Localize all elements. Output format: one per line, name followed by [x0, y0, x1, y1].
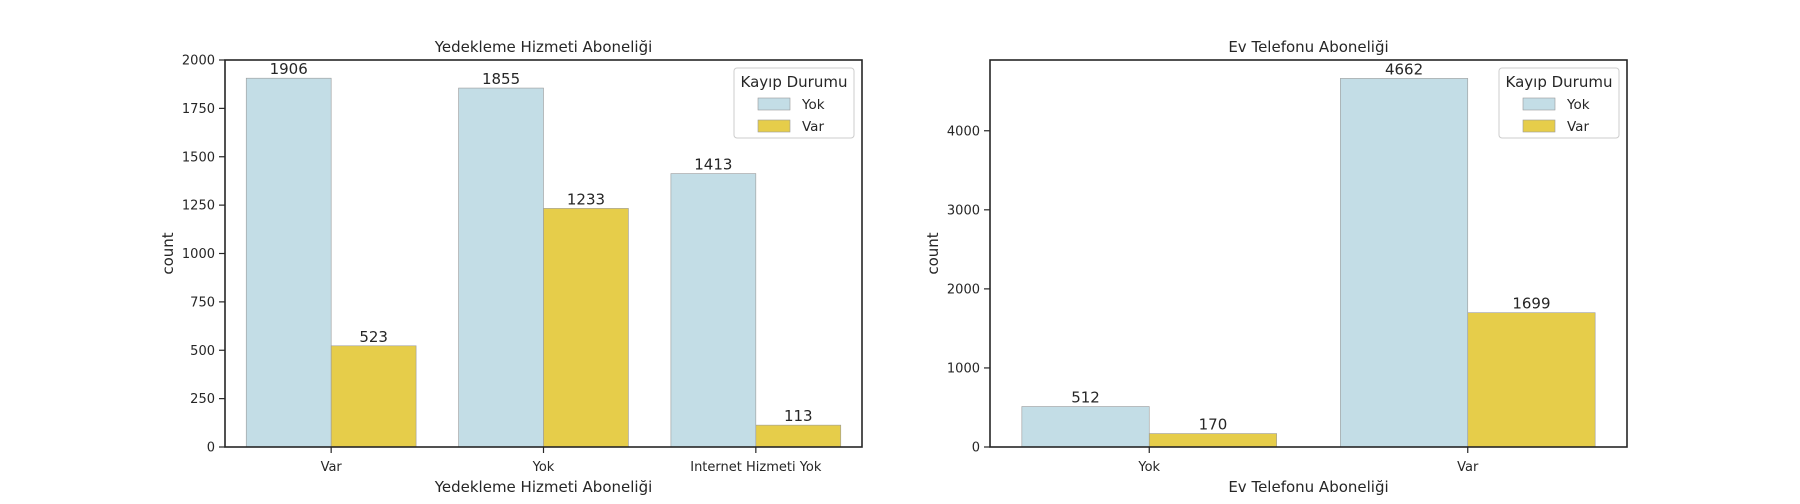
data-label: 170 — [1199, 416, 1228, 434]
y-tick-label: 1000 — [947, 361, 980, 376]
y-tick-label: 0 — [972, 441, 980, 456]
x-tick-label: Var — [321, 460, 343, 475]
legend: Kayıp Durumu Yok Var — [1498, 67, 1620, 139]
y-tick-label: 750 — [190, 295, 215, 310]
chart-title: Yedekleme Hizmeti Aboneliği — [434, 38, 653, 56]
y-tick-label: 3000 — [947, 203, 980, 218]
y-tick-label: 2000 — [182, 54, 215, 69]
bar-yok-1 — [458, 87, 544, 448]
x-tick-label: Yok — [1137, 460, 1160, 475]
y-axis-label: count — [924, 232, 942, 274]
y-axis-label: count — [159, 232, 177, 274]
y-tick-label: 250 — [190, 392, 215, 407]
legend: Kayıp Durumu Yok Var — [733, 67, 855, 139]
bar-var-1 — [1467, 312, 1596, 448]
data-label: 1855 — [482, 70, 520, 88]
data-label: 523 — [359, 328, 388, 346]
legend-title: Kayıp Durumu — [741, 73, 848, 91]
y-tick-label: 2000 — [947, 282, 980, 297]
data-label: 512 — [1071, 389, 1100, 407]
data-label: 1413 — [694, 156, 732, 174]
bar-yok-1 — [1340, 78, 1469, 448]
bar-var-0 — [330, 345, 417, 448]
bar-yok-0 — [245, 77, 332, 448]
legend-label: Yok — [1566, 97, 1590, 113]
y-tick-label: 1000 — [182, 247, 215, 262]
x-tick-label: Var — [1457, 460, 1479, 475]
x-tick-label: Yok — [532, 460, 555, 475]
y-tick-label: 1500 — [182, 150, 215, 165]
data-label: 113 — [784, 407, 813, 425]
legend-title: Kayıp Durumu — [1506, 73, 1613, 91]
bar-var-1 — [543, 208, 629, 448]
legend-swatch-var — [1522, 119, 1556, 133]
bar-yok-2 — [670, 173, 757, 448]
y-tick-label: 1250 — [182, 199, 215, 214]
legend-swatch-yok — [1522, 97, 1556, 111]
legend-label: Var — [1567, 119, 1589, 135]
y-tick-label: 4000 — [947, 124, 980, 139]
data-label: 1233 — [567, 190, 605, 208]
data-label: 1699 — [1512, 295, 1550, 313]
legend-swatch-var — [757, 119, 791, 133]
x-axis-label: Yedekleme Hizmeti Aboneliği — [434, 478, 653, 496]
legend-swatch-yok — [757, 97, 791, 111]
chart-panel-home-phone: Ev Telefonu Aboneliği 512 4662 170 1699 0 1000… — [924, 38, 1628, 496]
y-tick-label: 0 — [207, 441, 215, 456]
data-label: 1906 — [270, 60, 308, 78]
legend-label: Var — [802, 119, 824, 135]
plot-frame — [989, 59, 1628, 448]
x-axis-label: Ev Telefonu Aboneliği — [1228, 478, 1388, 496]
chart-title: Ev Telefonu Aboneliği — [1228, 38, 1388, 56]
y-tick-label: 1750 — [182, 102, 215, 117]
bar-var-0 — [1148, 433, 1277, 448]
chart-panel-backup-service: Yedekleme Hizmeti Aboneliği 1906 1855 1413 5… — [159, 38, 863, 496]
y-tick-label: 500 — [190, 344, 215, 359]
legend-label: Yok — [801, 97, 825, 113]
data-label: 4662 — [1385, 60, 1423, 78]
bar-var-2 — [755, 424, 842, 448]
bar-yok-0 — [1021, 406, 1150, 448]
x-tick-label: Internet Hizmeti Yok — [690, 460, 822, 475]
